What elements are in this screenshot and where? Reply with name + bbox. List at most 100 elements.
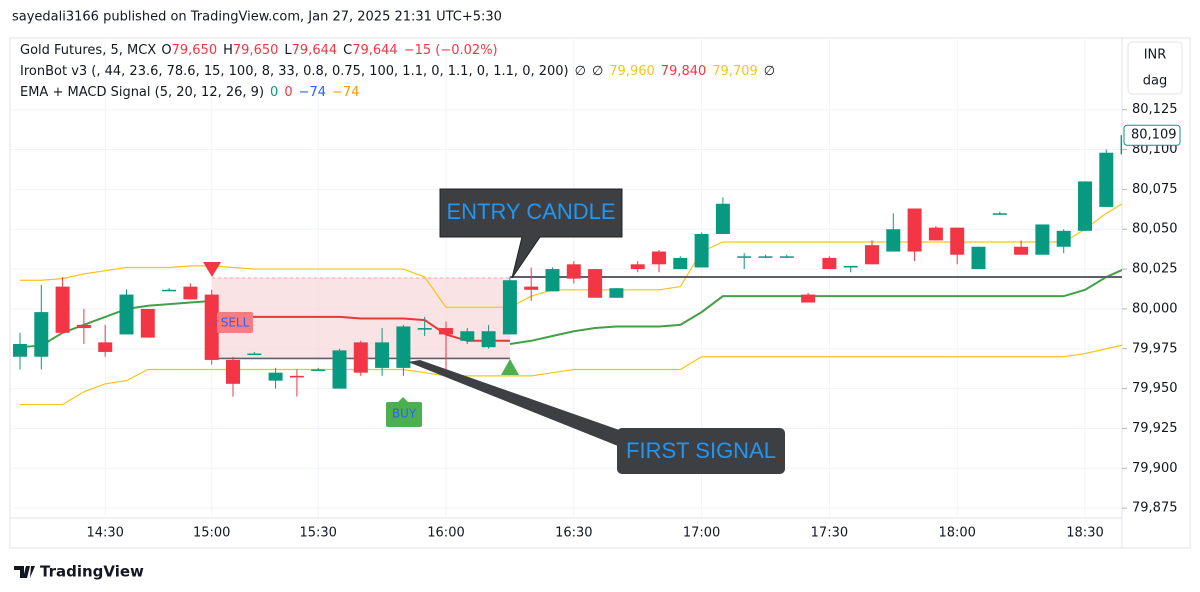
buy-pointer <box>398 397 408 402</box>
candle-body <box>950 227 965 255</box>
candle-body <box>375 342 390 368</box>
legend-row: Gold Futures, 5, MCX O79,650 H79,650 L79,64… <box>20 43 498 58</box>
x-tick-label: 17:00 <box>683 526 720 541</box>
candle-body <box>673 257 688 270</box>
legend-item: L <box>284 43 292 58</box>
y-tick-label: 80,100 <box>1132 142 1178 157</box>
candle-body <box>843 265 858 268</box>
last-price-label: 80,109 <box>1131 128 1177 143</box>
candle-body <box>652 251 666 265</box>
y-tick-label: 80,125 <box>1132 102 1178 117</box>
header: sayedali3166 published on TradingView.co… <box>12 10 502 25</box>
candle-body <box>353 342 368 373</box>
legend-item: IronBot v3 (, 44, 23.6, 78.6, 15, 100, 8… <box>20 64 569 79</box>
y-tick-label: 80,050 <box>1132 222 1178 237</box>
candle-body <box>268 372 283 381</box>
candle-body <box>588 269 603 298</box>
candle-body <box>566 264 581 279</box>
y-tick-label: 80,000 <box>1132 301 1178 316</box>
candle-body <box>162 289 177 292</box>
logo-mark <box>14 566 35 578</box>
buy-triangle <box>501 359 519 375</box>
candle-body <box>13 343 27 357</box>
legend-item: 79,840 <box>661 64 707 79</box>
candle-body <box>396 326 411 368</box>
callout-pointer <box>408 360 625 446</box>
candle-body <box>1078 181 1092 231</box>
y-tick-label: 80,025 <box>1132 262 1178 277</box>
candle-body <box>524 286 539 290</box>
legend-item: −15 (−0.02%) <box>404 43 498 58</box>
annotation-entry: ENTRY CANDLE <box>446 199 615 224</box>
candle-body <box>992 213 1007 215</box>
buy-label: BUY <box>392 407 417 421</box>
candle-body <box>119 294 134 335</box>
x-tick-label: 17:30 <box>811 526 848 541</box>
indicator-line <box>20 203 1122 308</box>
x-tick-label: 15:30 <box>299 526 336 541</box>
x-tick-label: 18:30 <box>1066 526 1103 541</box>
candle-body <box>55 286 70 333</box>
legend-item: ∅ <box>575 64 586 79</box>
y-tick-label: 79,975 <box>1132 341 1178 356</box>
legend-item: −74 <box>332 85 359 100</box>
candle-body <box>34 312 49 357</box>
legend-item: ∅ <box>764 64 775 79</box>
x-tick-label: 15:00 <box>193 526 230 541</box>
y-tick-label: 80,075 <box>1132 182 1178 197</box>
buy-label-box <box>386 402 422 427</box>
legend-item: ∅ <box>592 64 603 79</box>
legend-item: H <box>223 43 233 58</box>
candle-body <box>1099 152 1114 207</box>
y-tick-label: 79,950 <box>1132 381 1178 396</box>
legend-item: Gold Futures, 5, MCX <box>20 43 156 58</box>
candle-body <box>865 245 879 265</box>
footer: TradingView <box>40 563 144 581</box>
candle-body <box>417 328 432 330</box>
legend-row: EMA + MACD Signal (5, 20, 12, 26, 9) 0 0 −7… <box>20 85 359 100</box>
legend-item: 79,644 <box>292 43 338 58</box>
candle-body <box>289 375 304 378</box>
candle-body <box>1014 246 1029 255</box>
plot-area <box>10 38 1122 518</box>
candle-body <box>1056 230 1071 247</box>
x-tick-label: 16:00 <box>427 526 464 541</box>
unit-box[interactable] <box>1127 41 1183 95</box>
callout-entry <box>439 188 623 279</box>
legend-item: C <box>343 43 352 58</box>
candle-body <box>801 294 816 303</box>
x-tick-label: 16:30 <box>555 526 592 541</box>
legend-item: 79,650 <box>172 43 218 58</box>
legend-row: IronBot v3 (, 44, 23.6, 78.6, 15, 100, 8… <box>20 64 775 79</box>
callout-signal <box>617 428 785 474</box>
candle-body <box>204 294 219 360</box>
candle-body <box>311 369 326 371</box>
y-tick-label: 79,925 <box>1132 421 1178 436</box>
candle-body <box>247 353 262 356</box>
annotation-signal: FIRST SIGNAL <box>626 438 776 463</box>
legend-item: O <box>161 43 171 58</box>
candle-body <box>502 280 517 335</box>
legend-item: 79,650 <box>233 43 279 58</box>
candle-body <box>439 328 453 335</box>
candle-body <box>694 234 709 268</box>
legend-item: −74 <box>299 85 326 100</box>
sell-triangle <box>203 262 221 277</box>
candle-body <box>928 227 943 241</box>
candle-body <box>140 308 155 338</box>
legend-item: 0 <box>270 85 278 100</box>
candle-body <box>481 331 496 348</box>
candle-body <box>1120 135 1122 155</box>
legend-item: 79,709 <box>712 64 758 79</box>
candle-body <box>545 269 560 292</box>
candle-body <box>907 208 922 252</box>
indicator-line <box>19 268 1122 349</box>
candle-body <box>226 359 240 384</box>
y-tick-label: 79,875 <box>1132 501 1178 516</box>
candle-body <box>779 256 794 258</box>
candle-body <box>630 264 645 270</box>
sell-label-box <box>217 312 253 333</box>
chart-frame <box>9 37 1191 549</box>
x-tick-label: 18:00 <box>938 526 975 541</box>
